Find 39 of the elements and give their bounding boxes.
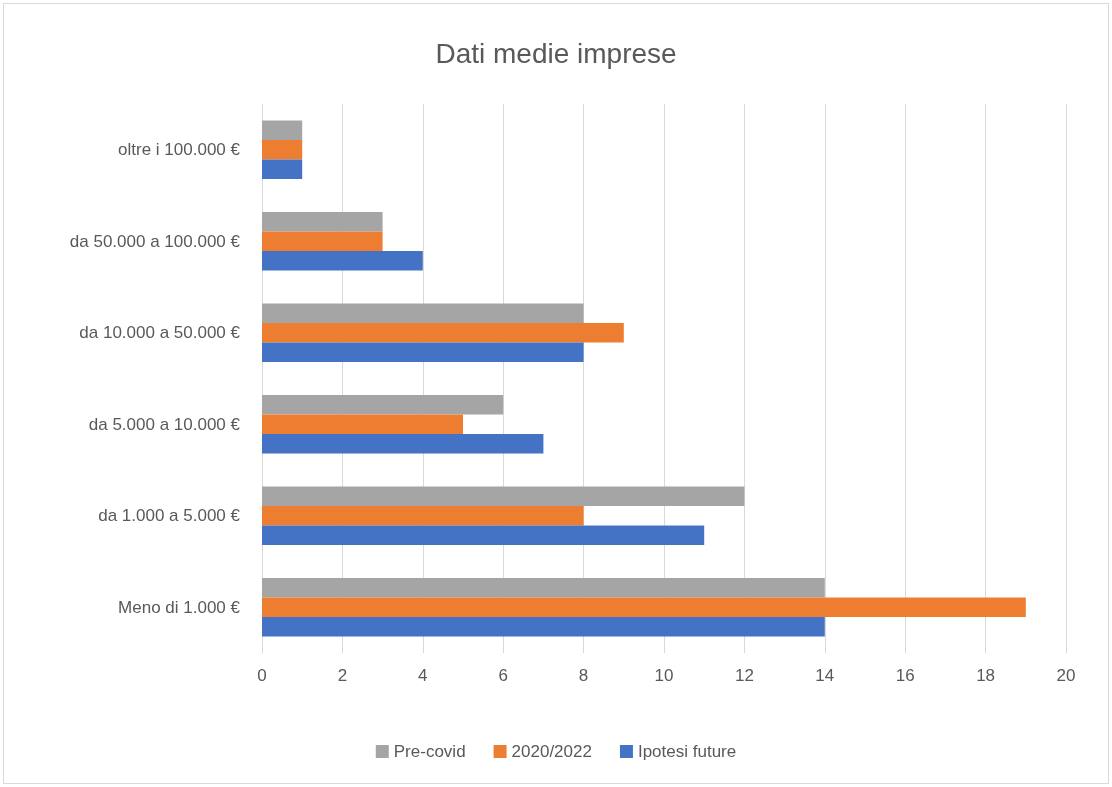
bar bbox=[262, 394, 504, 415]
y-tick-label: da 5.000 a 10.000 € bbox=[88, 414, 241, 434]
bar bbox=[262, 525, 705, 546]
x-tick-label: 6 bbox=[498, 666, 508, 685]
x-tick-label: 4 bbox=[418, 666, 428, 685]
legend-label: Ipotesi future bbox=[637, 742, 737, 761]
bar bbox=[262, 342, 584, 363]
x-tick-label: 14 bbox=[815, 666, 835, 685]
x-tick-label: 8 bbox=[578, 666, 589, 685]
x-tick-label: 12 bbox=[734, 666, 754, 685]
y-tick-label: da 1.000 a 5.000 € bbox=[98, 506, 241, 526]
x-tick-label: 20 bbox=[1056, 666, 1076, 685]
y-tick-label: oltre i 100.000 € bbox=[118, 140, 241, 160]
y-tick-label: da 50.000 a 100.000 € bbox=[69, 231, 241, 251]
bar bbox=[262, 505, 584, 526]
y-tick-label: da 10.000 a 50.000 € bbox=[79, 323, 241, 343]
x-tick-label: 2 bbox=[337, 666, 348, 685]
chart-title: Dati medie imprese bbox=[435, 37, 677, 69]
x-tick-label: 0 bbox=[257, 666, 267, 685]
bar bbox=[262, 617, 825, 637]
x-tick-label: 18 bbox=[976, 666, 996, 685]
bar bbox=[262, 120, 303, 140]
bar bbox=[262, 211, 383, 232]
y-tick-label: Meno di 1.000 € bbox=[118, 597, 241, 617]
bar bbox=[262, 322, 624, 343]
legend-label: Pre-covid bbox=[393, 742, 466, 761]
bar bbox=[262, 139, 303, 160]
bar bbox=[262, 577, 825, 598]
legend-label: 2020/2022 bbox=[511, 742, 592, 761]
bar bbox=[262, 414, 463, 435]
bar bbox=[262, 231, 383, 252]
bar bbox=[262, 251, 423, 271]
bar bbox=[262, 486, 745, 506]
x-tick-label: 16 bbox=[895, 666, 915, 685]
bar bbox=[262, 303, 584, 323]
bar bbox=[262, 597, 1026, 618]
bar bbox=[262, 159, 303, 180]
bar bbox=[262, 434, 544, 454]
x-tick-label: 10 bbox=[654, 666, 674, 685]
